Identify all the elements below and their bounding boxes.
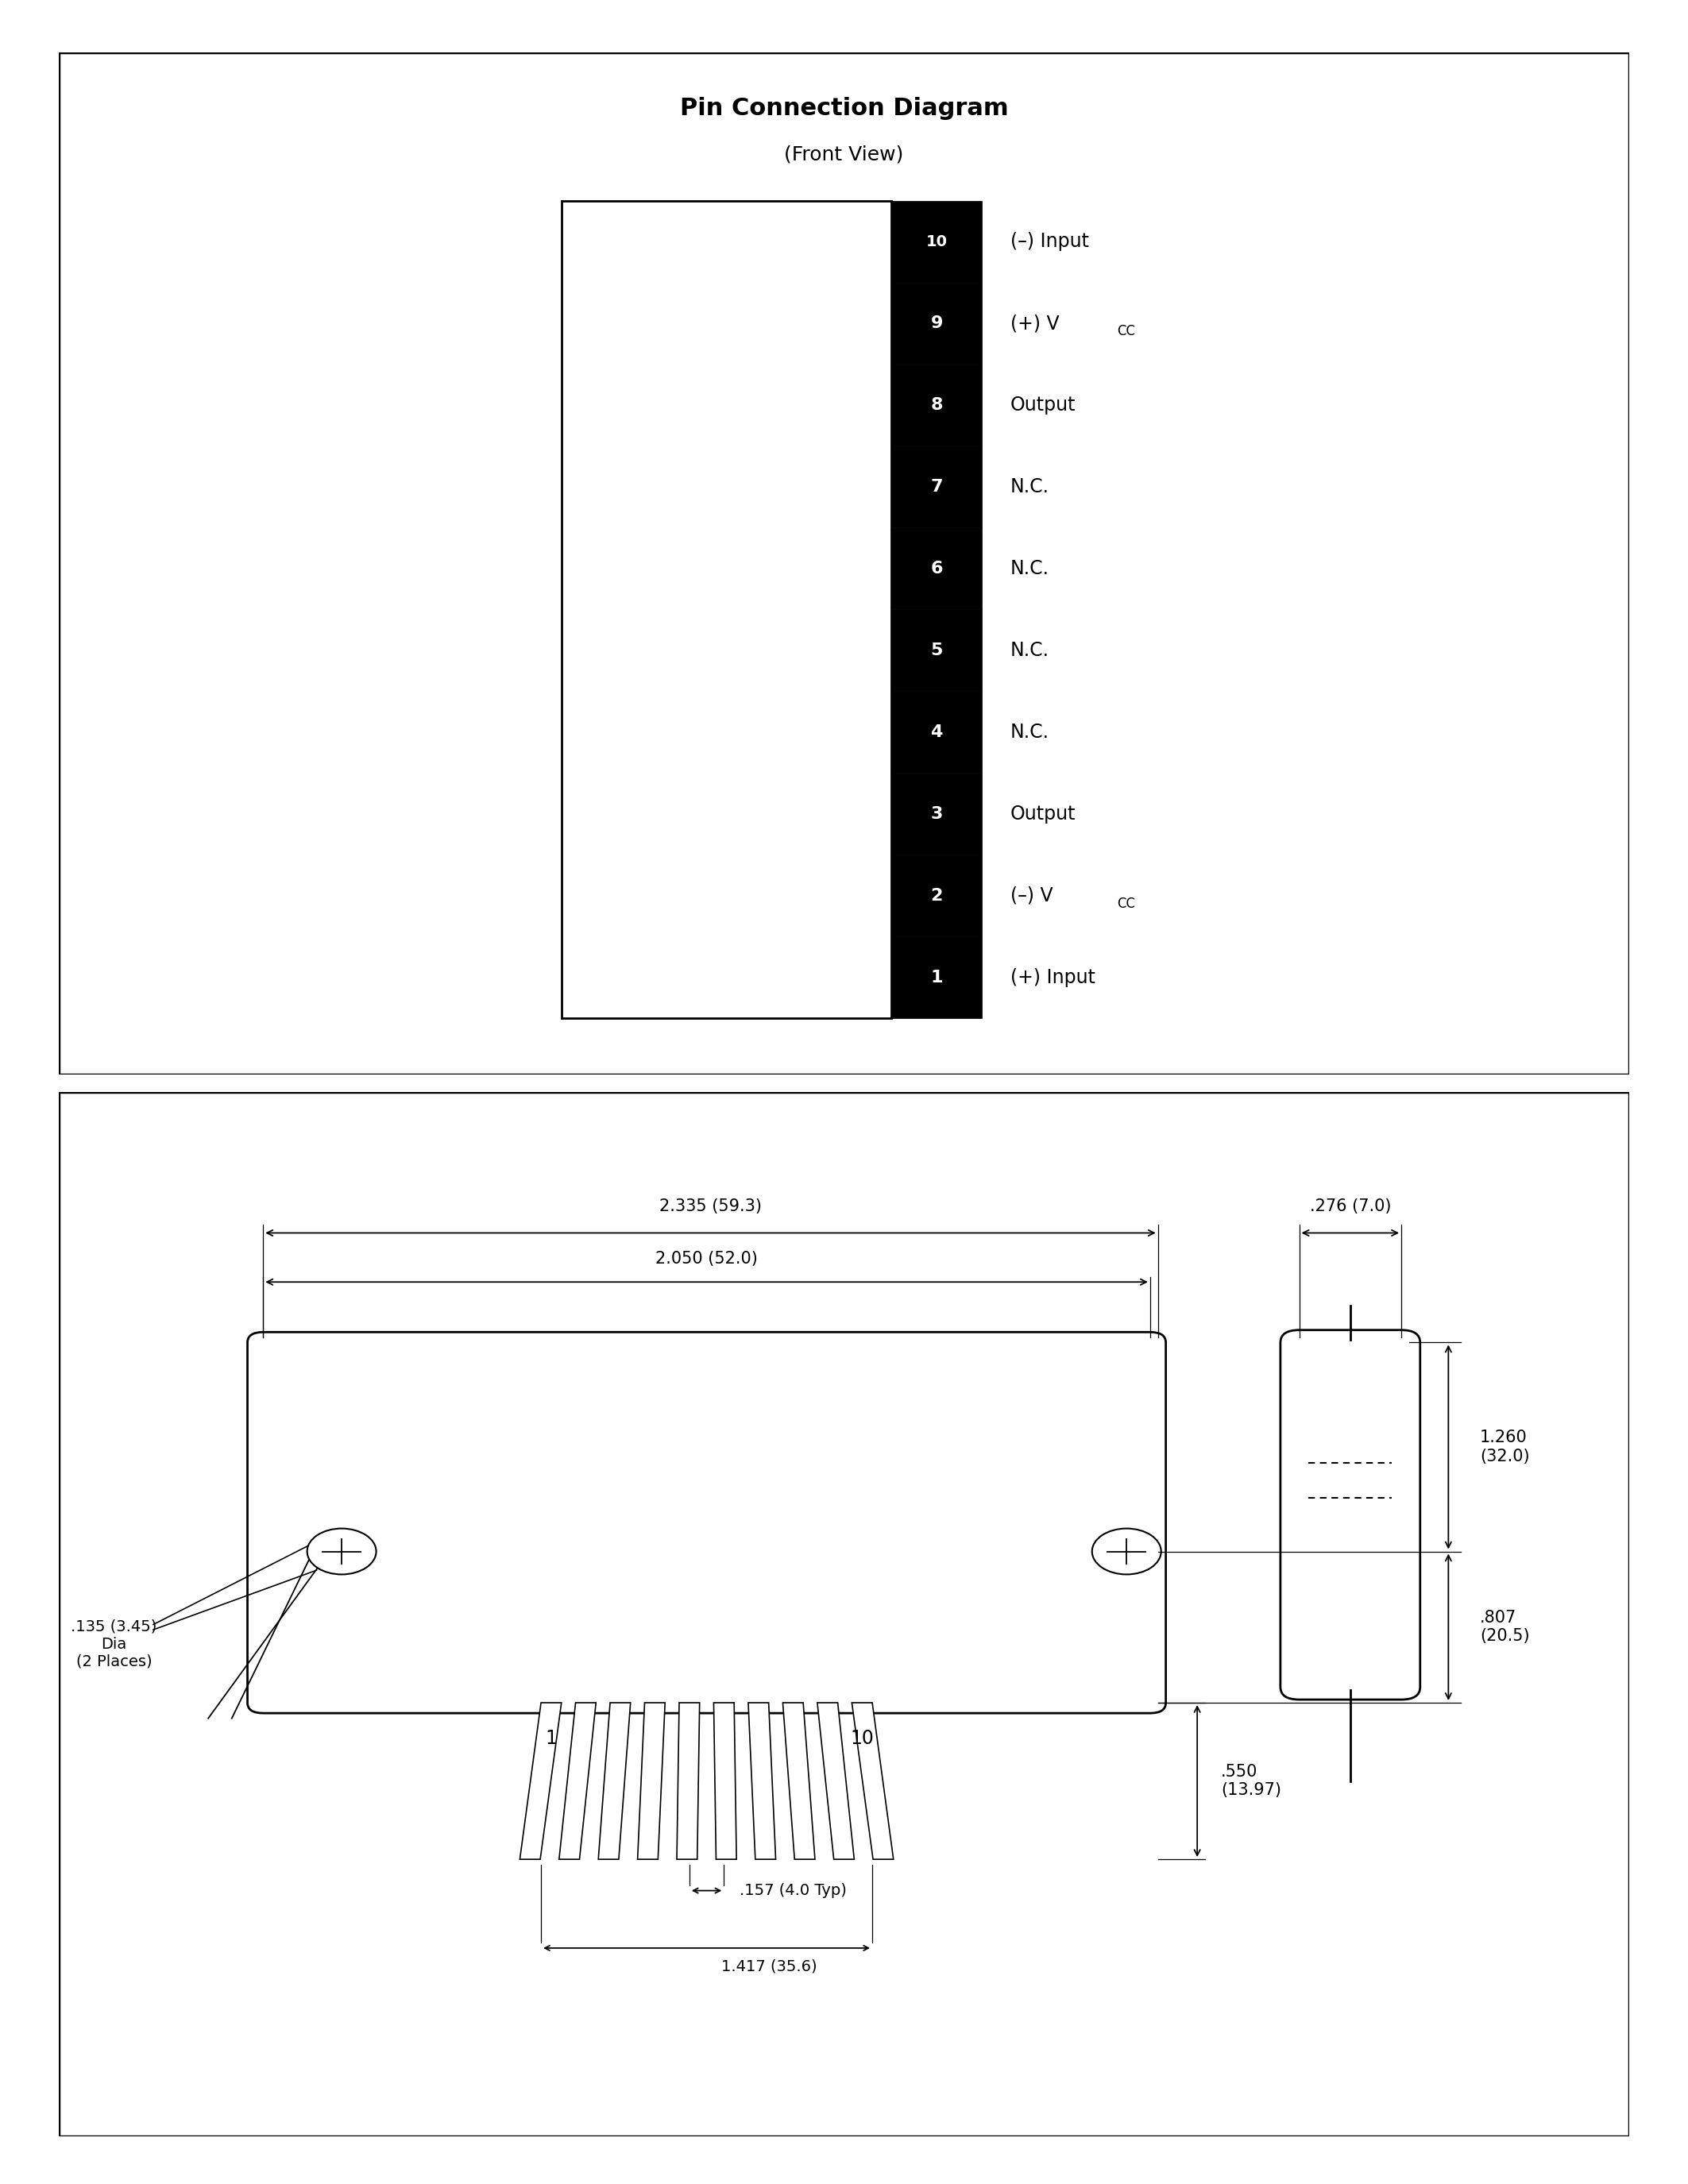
Text: 10: 10: [927, 234, 947, 249]
Text: Pin Connection Diagram: Pin Connection Diagram: [680, 96, 1008, 120]
Text: 1.260
(32.0): 1.260 (32.0): [1480, 1431, 1529, 1463]
Text: 5: 5: [930, 642, 942, 657]
Text: Output: Output: [1011, 395, 1075, 415]
Text: CC: CC: [1117, 323, 1136, 339]
Polygon shape: [748, 1704, 776, 1859]
Text: (–) Input: (–) Input: [1011, 232, 1089, 251]
Text: (Front View): (Front View): [785, 144, 903, 164]
FancyBboxPatch shape: [1281, 1330, 1420, 1699]
Polygon shape: [598, 1704, 631, 1859]
Polygon shape: [714, 1704, 736, 1859]
Text: (–) V: (–) V: [1011, 887, 1053, 904]
Polygon shape: [783, 1704, 815, 1859]
Text: CC: CC: [1117, 898, 1136, 911]
Text: Output: Output: [1011, 804, 1075, 823]
Bar: [891, 690, 982, 773]
Text: .276 (7.0): .276 (7.0): [1310, 1199, 1391, 1214]
Text: .550
(13.97): .550 (13.97): [1220, 1765, 1281, 1797]
Text: N.C.: N.C.: [1011, 723, 1050, 743]
Bar: [891, 365, 982, 446]
Text: 1.417 (35.6): 1.417 (35.6): [721, 1959, 817, 1974]
FancyBboxPatch shape: [248, 1332, 1166, 1712]
Polygon shape: [638, 1704, 665, 1859]
Text: 9: 9: [930, 314, 942, 332]
Bar: [562, 201, 891, 1018]
Text: 6: 6: [930, 561, 944, 577]
Polygon shape: [677, 1704, 699, 1859]
Text: 2.050 (52.0): 2.050 (52.0): [655, 1251, 758, 1267]
Text: 4: 4: [930, 725, 942, 740]
Text: 2.335 (59.3): 2.335 (59.3): [660, 1199, 761, 1214]
Text: 7: 7: [930, 478, 944, 496]
Text: 1: 1: [545, 1730, 557, 1747]
Bar: [891, 854, 982, 937]
Text: .157 (4.0 Typ): .157 (4.0 Typ): [739, 1883, 847, 1898]
Bar: [891, 609, 982, 690]
Bar: [891, 446, 982, 529]
Bar: [891, 529, 982, 609]
Bar: [891, 773, 982, 854]
Bar: [891, 201, 982, 282]
Text: 8: 8: [930, 397, 944, 413]
Text: (+) Input: (+) Input: [1011, 968, 1096, 987]
Polygon shape: [817, 1704, 854, 1859]
Text: N.C.: N.C.: [1011, 559, 1050, 579]
Bar: [891, 282, 982, 365]
Text: .135 (3.45)
Dia
(2 Places): .135 (3.45) Dia (2 Places): [71, 1618, 157, 1669]
Text: (+) V: (+) V: [1011, 314, 1060, 332]
Text: 2: 2: [930, 887, 942, 904]
Polygon shape: [559, 1704, 596, 1859]
Circle shape: [1092, 1529, 1161, 1575]
Polygon shape: [520, 1704, 562, 1859]
Polygon shape: [852, 1704, 893, 1859]
Circle shape: [307, 1529, 376, 1575]
Text: N.C.: N.C.: [1011, 478, 1050, 496]
Text: 3: 3: [930, 806, 942, 821]
Text: N.C.: N.C.: [1011, 640, 1050, 660]
Bar: [891, 937, 982, 1018]
Text: 10: 10: [851, 1730, 874, 1747]
Text: 1: 1: [930, 970, 944, 985]
Text: .807
(20.5): .807 (20.5): [1480, 1610, 1529, 1645]
